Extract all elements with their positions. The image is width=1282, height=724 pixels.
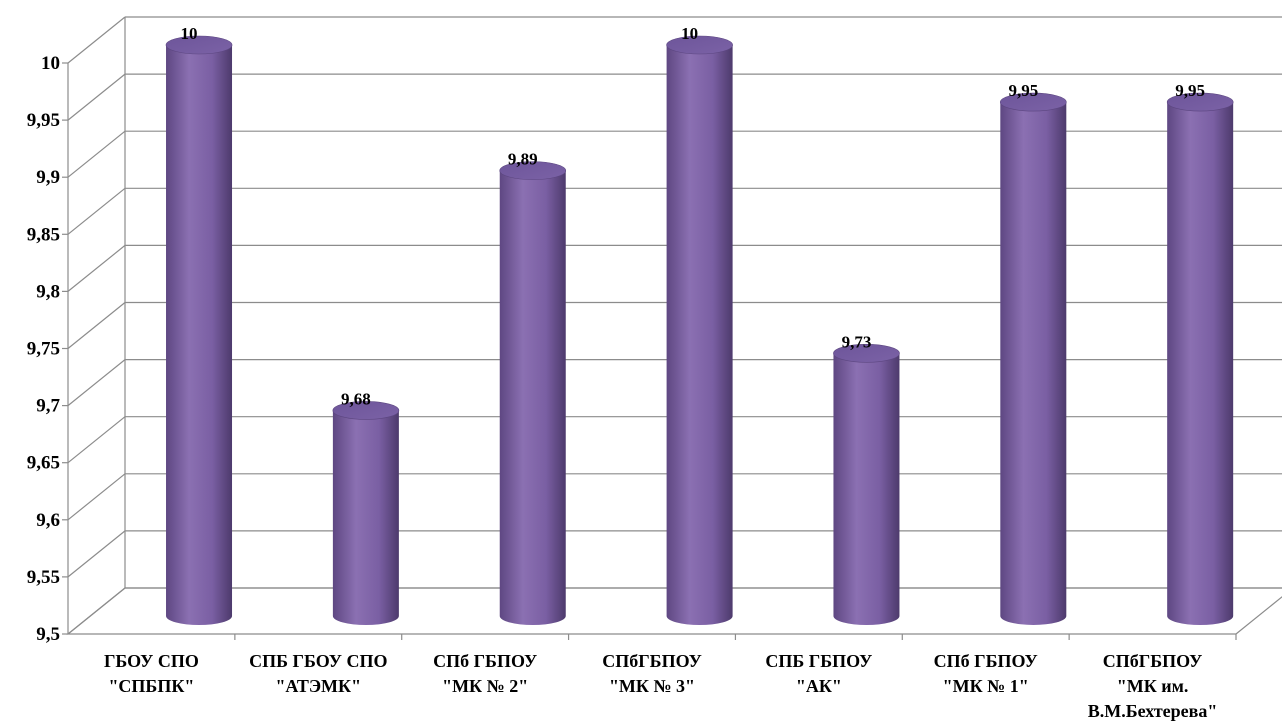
data-label: 9,68	[341, 389, 371, 408]
gridline-side	[67, 130, 126, 178]
data-label: 9,95	[1008, 81, 1038, 100]
bar-series	[165, 35, 1234, 626]
y-tick-label: 9,85	[27, 224, 60, 245]
gridline-side	[67, 302, 126, 349]
bar	[332, 401, 400, 625]
data-label: 9,89	[508, 150, 538, 169]
gridline-side	[67, 187, 126, 235]
data-label: 10	[181, 24, 198, 43]
x-tick-label: СПБ ГБПОУ "АК"	[765, 651, 872, 696]
bar-top	[332, 401, 400, 420]
x-axis: ГБОУ СПО "СПБПК" СПБ ГБОУ СПО "АТЭМК" СПб ГБ…	[104, 634, 1237, 721]
bar-body	[332, 410, 399, 625]
bar	[666, 35, 733, 625]
gridline-side	[67, 416, 126, 464]
y-tick-label: 9,75	[27, 339, 60, 360]
x-tick-label: СПб ГБПОУ "МК № 1"	[934, 651, 1038, 696]
bar	[1000, 92, 1067, 625]
y-tick-label: 9,65	[27, 453, 60, 474]
data-labels: 10 9,68 9,89 10 9,73 9,95 9,95	[181, 24, 1206, 408]
gridline-side	[67, 530, 126, 578]
gridline-side	[67, 16, 126, 64]
y-tick-label: 9,8	[36, 281, 60, 302]
gridline-side	[67, 473, 126, 521]
bar	[499, 161, 567, 625]
y-tick-label: 10	[41, 53, 60, 74]
bar-top	[833, 344, 900, 363]
gridline-side	[67, 73, 126, 121]
y-tick-label: 9,5	[36, 624, 60, 645]
bar	[165, 35, 233, 625]
bar	[1166, 92, 1234, 626]
y-tick-label: 9,6	[36, 510, 60, 531]
bar-top	[1000, 92, 1067, 112]
bar-top	[666, 35, 733, 55]
gridline-side	[67, 587, 126, 635]
x-tick-label: СПбГБПОУ "МК им. В.М.Бехтерева"	[1088, 651, 1218, 721]
data-label: 9,73	[842, 332, 872, 351]
bar-body	[833, 353, 900, 625]
bar-body	[1000, 102, 1067, 625]
bar-body	[166, 45, 233, 625]
bar-top	[499, 161, 567, 180]
y-tick-label: 9,95	[27, 110, 60, 131]
y-axis: 9,5 9,55 9,6 9,65 9,7 9,75 9,8 9,85 9,9 9,95 10	[27, 53, 68, 645]
x-tick-label: ГБОУ СПО "СПБПК"	[104, 651, 199, 696]
x-tick-label: СПБ ГБОУ СПО "АТЭМК"	[249, 651, 387, 696]
data-label: 9,95	[1175, 81, 1205, 100]
bar-body	[1167, 102, 1234, 626]
gridline-side	[67, 244, 126, 292]
data-label: 10	[681, 24, 698, 43]
y-tick-label: 9,9	[36, 167, 60, 188]
bar	[833, 344, 900, 625]
bar-top	[1166, 92, 1234, 112]
bar-top	[165, 35, 233, 55]
y-tick-label: 9,55	[27, 567, 60, 588]
bar-body	[666, 45, 733, 625]
y-tick-label: 9,7	[36, 396, 60, 417]
gridline-side	[67, 359, 126, 407]
bar-body	[499, 170, 566, 625]
x-tick-label: СПбГБПОУ "МК № 3"	[602, 651, 702, 696]
x-tick-label: СПб ГБПОУ "МК № 2"	[433, 651, 537, 696]
